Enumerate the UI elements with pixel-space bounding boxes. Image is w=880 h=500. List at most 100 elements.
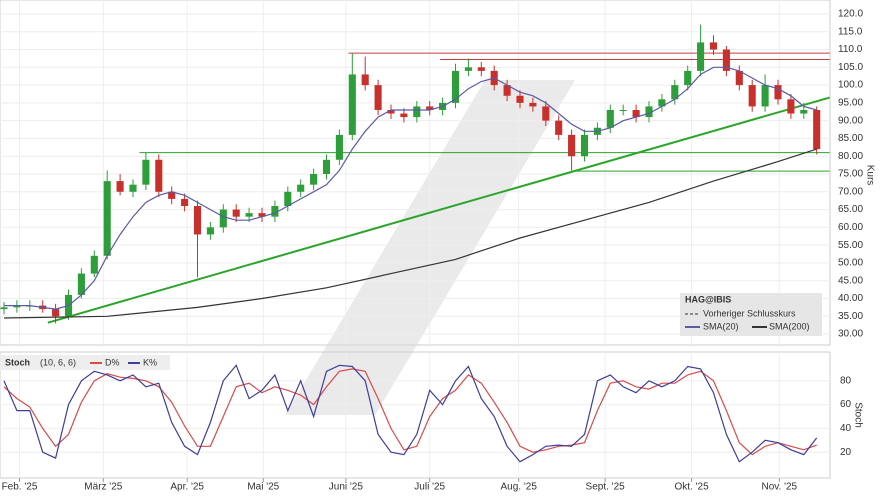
stoch-panel [0, 351, 831, 479]
candle-body [193, 206, 202, 235]
candle-body [206, 227, 214, 235]
candle-body [361, 74, 369, 86]
y-tick-label: 100.0 [838, 80, 863, 91]
y-tick-label: 60 [840, 399, 852, 410]
candle-body [258, 213, 266, 217]
y-tick-label: 40.00 [838, 293, 863, 304]
y-tick-label: 120.0 [838, 9, 863, 20]
trendline [47, 96, 830, 324]
candle-body [335, 134, 343, 160]
x-tick-label: Aug. '25 [501, 482, 538, 493]
candle-body [13, 305, 21, 308]
y-tick-label: 70.00 [838, 186, 863, 197]
y-tick-label: 30.00 [838, 329, 863, 340]
stoch-title: Stoch [5, 357, 30, 367]
y-tick-label: 55.00 [838, 240, 863, 251]
x-tick-label: Okt. '25 [674, 482, 709, 493]
x-tick-label: Mai '25 [247, 482, 279, 493]
candle-body [413, 106, 421, 118]
candle-body [0, 307, 8, 310]
y-tick-label: 80.00 [838, 151, 863, 162]
candle-body [722, 49, 730, 71]
candle-body [103, 181, 111, 256]
candle-body [77, 273, 85, 295]
y-tick-label: 85.00 [838, 133, 863, 144]
candle-body [271, 206, 279, 217]
candle-body [155, 159, 163, 192]
candle-body [477, 67, 485, 71]
candle-body [800, 109, 808, 114]
y-tick-label: 115.0 [838, 26, 863, 37]
candle-body [426, 106, 434, 110]
candle-body [181, 198, 189, 207]
x-tick-label: Juli '25 [414, 482, 445, 493]
candle-body [90, 255, 98, 274]
candle-body [787, 99, 795, 114]
candle-body [684, 70, 692, 86]
watermark [285, 340, 420, 415]
y-tick-label: 105.0 [838, 62, 863, 73]
series-line [3, 364, 818, 463]
series-line [4, 66, 817, 310]
candle-body [555, 120, 563, 135]
y-tick-label: 35.00 [838, 311, 863, 322]
candle-body [297, 184, 305, 192]
candle-body [813, 109, 821, 150]
candle-body [464, 67, 472, 71]
x-tick-label: Juni '25 [329, 482, 364, 493]
candle-body [697, 42, 705, 71]
candle-body [645, 106, 653, 118]
y-tick-label: 60.00 [838, 222, 863, 233]
y-tick-label: 90.00 [838, 115, 863, 126]
candle-body [516, 95, 524, 103]
candle-body [619, 109, 627, 111]
candle-body [284, 191, 292, 207]
y-tick-label: 40 [840, 423, 852, 434]
candle-body [348, 74, 356, 135]
legend-label: SMA(20) [703, 321, 739, 331]
candle-body [451, 70, 460, 103]
series-line [3, 368, 817, 456]
y-tick-label: 95.00 [838, 98, 863, 109]
candle-body [542, 106, 550, 121]
candle-body [232, 209, 240, 217]
stoch-params: (10, 6, 6) [40, 357, 76, 367]
candle-body [529, 102, 537, 107]
legend-label: SMA(200) [769, 321, 810, 331]
candle-body [761, 85, 769, 107]
y-axis-title: Kurs [864, 165, 875, 186]
candle-body [774, 85, 782, 100]
x-tick-label: Sept. '25 [586, 482, 626, 493]
candle-body [671, 85, 679, 100]
x-tick-label: März '25 [84, 482, 122, 493]
candle-body [606, 109, 614, 128]
candle-body [374, 85, 382, 110]
y-tick-label: 45.00 [838, 275, 863, 286]
series-line [3, 148, 817, 319]
y-tick-label: 75.00 [838, 169, 863, 180]
candle-body [52, 309, 60, 317]
legend-label: K% [143, 357, 157, 367]
candle-body [387, 109, 395, 114]
y-tick-label: 65.00 [838, 204, 863, 215]
legend-note: Vorheriger Schlusskurs [703, 308, 796, 318]
candle-body [245, 213, 253, 217]
candle-body [735, 70, 743, 86]
y-tick-label: 20 [840, 447, 852, 458]
x-tick-label: Feb. '25 [2, 482, 38, 493]
candle-body [310, 174, 318, 185]
x-tick-label: Apr. '25 [170, 482, 204, 493]
stoch-header [0, 355, 170, 370]
y-axis-title: Stoch [852, 402, 863, 428]
legend-symbol: HAG@IBIS [685, 294, 731, 304]
candle-body [142, 159, 150, 185]
candle-body [503, 85, 511, 96]
y-tick-label: 80 [840, 375, 852, 386]
legend-label: D% [105, 357, 120, 367]
candle-body [580, 134, 589, 157]
candle-body [168, 191, 176, 199]
y-tick-label: 110.0 [838, 44, 863, 55]
candle-body [658, 99, 666, 107]
y-tick-label: 50.00 [838, 258, 863, 269]
